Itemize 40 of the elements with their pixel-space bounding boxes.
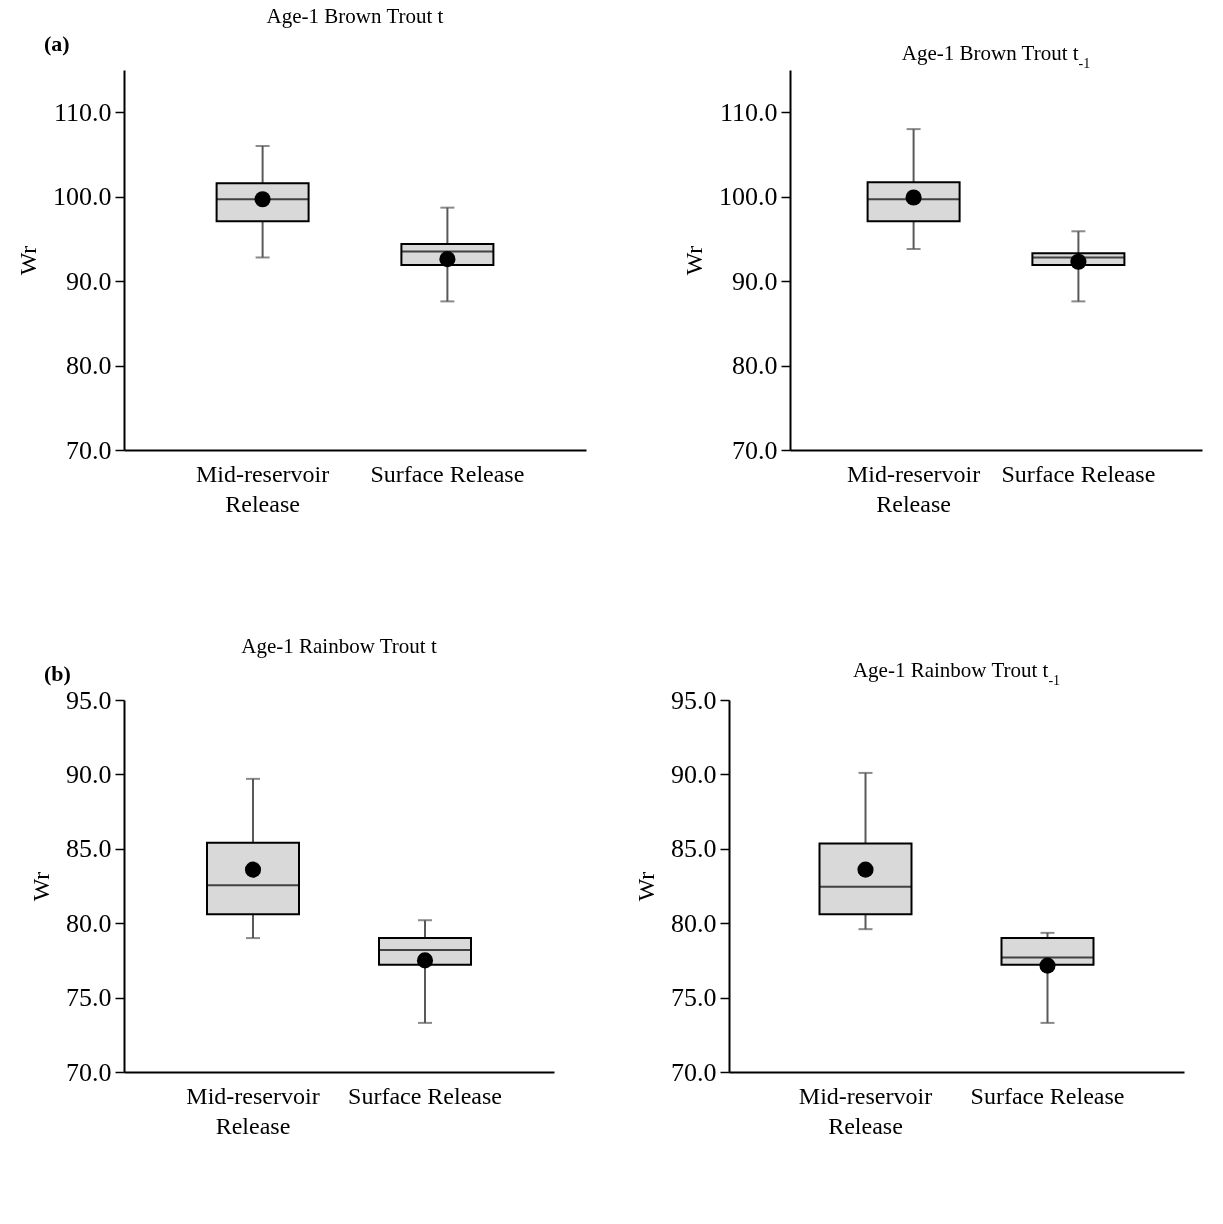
x-tick-label: Surface Release [1001, 460, 1156, 487]
y-tick-label: 80.0 [732, 351, 778, 381]
y-tick-label: 90.0 [66, 266, 112, 296]
chart-title: Age-1 Rainbow Trout t$_{-1}$ [852, 658, 1061, 688]
y-tick-label: 95.0 [66, 685, 112, 715]
y-tick-label: 110.0 [719, 97, 778, 127]
chart-title: Age-1 Rainbow Trout t [241, 634, 437, 658]
text: (b) [44, 661, 71, 686]
chart-title: Age-1 Brown Trout t$_{-1}$ [901, 41, 1091, 71]
x-tick-label: Surface Release [348, 1082, 502, 1109]
chart-title: Age-1 Brown Trout t [266, 4, 444, 28]
y-tick-label: 110.0 [53, 97, 112, 127]
x-tick-label: Mid-reservoir Release [798, 1082, 933, 1139]
y-tick-label: 90.0 [732, 266, 778, 296]
y-tick-label: 80.0 [66, 351, 112, 381]
y-tick-label: 100.0 [53, 182, 112, 212]
y-tick-label: 95.0 [671, 685, 717, 715]
y-tick-label: 70.0 [671, 1057, 717, 1087]
y-tick-label: 100.0 [719, 182, 778, 212]
y-tick-label: 70.0 [66, 435, 112, 465]
y-axis-title: Wr [28, 871, 54, 902]
y-tick-label: 80.0 [66, 908, 112, 938]
y-tick-label: 85.0 [66, 834, 112, 864]
y-tick-label: 85.0 [671, 834, 717, 864]
y-tick-label: 75.0 [66, 983, 112, 1013]
x-tick-label: Surface Release [370, 460, 525, 487]
x-tick-label: Mid-reservoir Release [195, 460, 330, 517]
x-tick-label: Mid-reservoir Release [186, 1082, 320, 1139]
y-axis-title: Wr [633, 871, 659, 902]
y-tick-label: 75.0 [671, 983, 717, 1013]
text: (a) [44, 31, 70, 56]
y-tick-label: 70.0 [732, 435, 778, 465]
x-tick-label: Mid-reservoir Release [846, 460, 981, 517]
y-axis-title: Wr [681, 245, 707, 276]
y-axis-title: Wr [15, 245, 41, 276]
y-tick-label: 90.0 [66, 759, 112, 789]
y-tick-label: 90.0 [671, 759, 717, 789]
x-tick-label: Surface Release [970, 1082, 1125, 1109]
y-tick-label: 70.0 [66, 1057, 112, 1087]
y-tick-label: 80.0 [671, 908, 717, 938]
